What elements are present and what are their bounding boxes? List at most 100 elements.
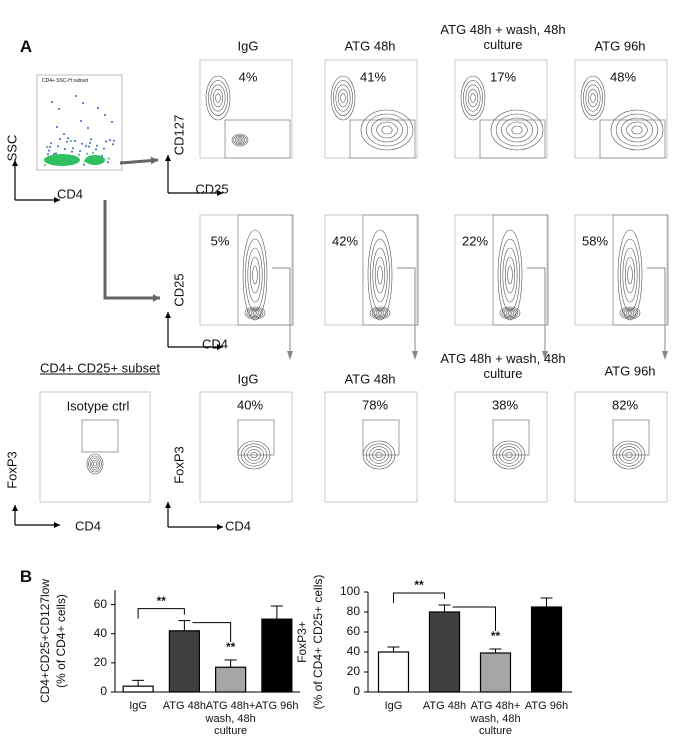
dot <box>50 142 52 145</box>
contour <box>245 238 265 312</box>
contour <box>627 311 633 315</box>
gate <box>612 214 669 326</box>
dot <box>64 148 66 150</box>
contour <box>511 125 523 135</box>
gate-percent: 42% <box>331 233 359 249</box>
arrow-head <box>412 351 418 360</box>
dot <box>108 157 110 160</box>
contour <box>624 256 636 294</box>
arrow-head <box>165 502 171 508</box>
contour <box>340 93 346 103</box>
dot <box>46 146 48 148</box>
contour <box>625 451 633 459</box>
contour <box>502 449 516 461</box>
contour <box>248 309 262 317</box>
dot <box>112 143 114 146</box>
contour <box>615 113 659 147</box>
dot <box>82 102 84 104</box>
x-tick-label: ATG 48h+ wash, 48h culture <box>205 700 256 738</box>
column-header: ATG 96h <box>594 38 646 54</box>
arrow-head <box>542 351 548 360</box>
density <box>85 155 105 165</box>
dot <box>63 133 65 135</box>
contour <box>205 75 231 121</box>
significance-bracket <box>452 606 496 631</box>
plot-frame <box>199 391 293 503</box>
dot <box>71 150 73 153</box>
contour <box>626 121 648 139</box>
contour <box>495 113 539 147</box>
contour <box>622 449 636 461</box>
plot-frame <box>36 74 123 171</box>
dot <box>67 137 69 140</box>
contour <box>590 93 596 103</box>
arrow-head <box>217 344 223 350</box>
subset-title: CD4+ CD25+ subset <box>40 360 160 376</box>
arrow-head <box>54 522 60 528</box>
contour <box>234 136 246 144</box>
dot <box>86 152 88 155</box>
axis-label: CD25 <box>171 273 187 307</box>
dot <box>79 150 81 152</box>
contour <box>362 440 396 470</box>
contour <box>212 88 224 108</box>
significance-bracket <box>393 592 445 603</box>
gate <box>237 214 294 326</box>
contour <box>377 311 383 315</box>
contour <box>337 88 349 108</box>
contour <box>502 247 518 303</box>
contour <box>507 265 513 285</box>
subset-label: CD4+ SSC-H subset <box>42 78 88 84</box>
contour <box>470 93 476 103</box>
gate-percent: 22% <box>461 233 489 249</box>
bar <box>168 630 200 693</box>
bar <box>479 652 512 693</box>
contour <box>504 256 516 294</box>
significance: ** <box>414 578 424 593</box>
gate <box>362 214 419 326</box>
contour <box>467 88 479 108</box>
gate-link <box>397 267 416 352</box>
contour <box>505 310 515 316</box>
contour <box>247 449 261 461</box>
contour <box>376 121 398 139</box>
gate-percent: 82% <box>611 397 639 413</box>
dot <box>74 140 76 142</box>
dot <box>88 145 90 148</box>
dot <box>58 108 60 110</box>
column-header: ATG 48h <box>344 38 396 54</box>
dot <box>87 127 89 129</box>
dot <box>70 140 72 142</box>
contour <box>250 451 258 459</box>
dot <box>72 147 74 150</box>
gate <box>599 119 666 159</box>
arrow-head <box>150 156 158 165</box>
y-axis-label: (% of CD4+ cells) <box>54 594 69 688</box>
contour <box>619 306 641 320</box>
dot <box>109 139 111 141</box>
dot <box>107 161 109 164</box>
bar <box>122 685 154 693</box>
gate <box>349 119 416 159</box>
contour <box>505 451 513 459</box>
y-axis-label: (% of CD4+ CD25+ cells) <box>311 574 326 710</box>
column-header: IgG <box>237 38 259 54</box>
contour <box>208 80 228 116</box>
dot <box>113 139 115 142</box>
gate <box>81 419 119 453</box>
bar <box>530 606 563 693</box>
contour <box>250 310 260 316</box>
axis-label: CD4 <box>74 518 102 534</box>
plot-frame <box>199 214 293 326</box>
plot-frame <box>574 214 668 326</box>
contour <box>238 138 242 142</box>
contour <box>375 310 385 316</box>
arrow-head <box>217 524 223 530</box>
x-tick-label: ATG 48h+ wash, 48h culture <box>470 700 521 738</box>
gate-percent: 58% <box>581 233 609 249</box>
contour <box>252 311 258 315</box>
contour <box>231 133 249 147</box>
contour <box>490 109 544 151</box>
contour <box>240 443 268 467</box>
